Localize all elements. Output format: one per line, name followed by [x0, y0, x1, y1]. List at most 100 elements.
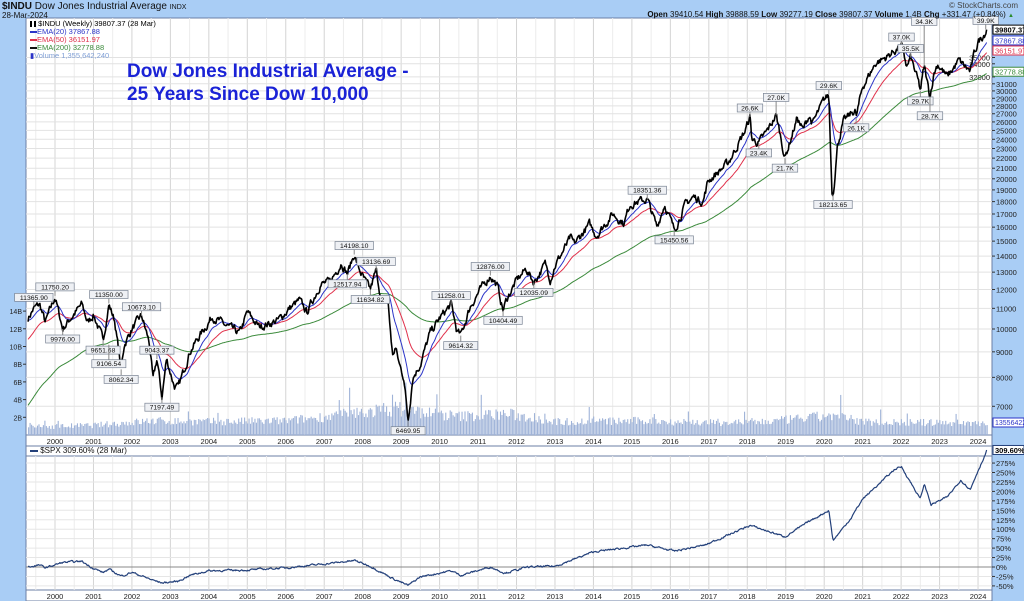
volume-bar: [196, 424, 198, 435]
volume-bar: [603, 419, 605, 435]
spx-y-tick-label: -25%: [996, 572, 1014, 581]
volume-bar: [523, 413, 525, 435]
volume-bar: [801, 418, 803, 435]
volume-bar: [130, 424, 132, 435]
volume-bar: [646, 423, 648, 435]
volume-bar: [699, 425, 701, 435]
volume-bar: [852, 419, 854, 435]
volume-bar: [363, 416, 365, 435]
volume-bar: [273, 417, 275, 435]
volume-bar: [726, 421, 728, 435]
volume-bar: [82, 425, 84, 435]
volume-bar: [584, 423, 586, 435]
volume-bar: [312, 418, 314, 435]
last-value-label: 32778.88: [995, 68, 1024, 77]
volume-bar: [491, 416, 493, 435]
volume-bar: [730, 422, 732, 435]
y-tick-label: 30000: [996, 87, 1017, 96]
volume-bar: [390, 416, 392, 435]
volume-bar: [294, 416, 296, 435]
annotation-label: 12035.09: [520, 290, 549, 297]
y-tick-label: 11000: [996, 304, 1016, 313]
volume-tick-label: 14B: [10, 309, 23, 316]
volume-bar: [940, 424, 942, 435]
volume-bar: [329, 420, 331, 435]
volume-bar: [136, 418, 138, 435]
volume-bar: [32, 425, 34, 435]
volume-bar: [168, 420, 170, 435]
x-tick-label: 2004: [200, 437, 217, 446]
volume-bar: [945, 420, 947, 435]
y-tick-label: 28000: [996, 102, 1017, 111]
volume-bar: [479, 419, 481, 435]
volume-bar: [36, 425, 39, 435]
volume-bar: [486, 414, 488, 435]
volume-bar: [218, 421, 220, 435]
volume-bar: [372, 417, 374, 435]
volume-bar: [51, 425, 53, 435]
volume-bar: [880, 409, 882, 435]
volume-bar: [494, 419, 496, 435]
last-value-marker: [992, 24, 1024, 35]
volume-bar: [921, 425, 923, 435]
annotation-label: 6469.95: [396, 428, 421, 435]
volume-bar: [211, 423, 213, 435]
volume-bar: [383, 403, 385, 435]
volume-bar: [59, 427, 61, 435]
volume-bar: [649, 419, 651, 435]
volume-bar: [195, 419, 197, 435]
volume-bar: [298, 417, 300, 435]
volume-bar: [862, 421, 864, 435]
volume-bar: [630, 418, 632, 435]
annotation-box: [144, 402, 180, 412]
spx-y-tick-label: 150%: [996, 506, 1016, 515]
volume-bar: [446, 420, 448, 435]
volume-bar: [440, 410, 442, 435]
annotation-box: [356, 257, 396, 266]
volume-bar: [409, 411, 411, 435]
volume-bar: [445, 412, 447, 435]
x-tick-label: 2006: [277, 592, 294, 601]
volume-bar: [384, 411, 386, 435]
volume-bar: [692, 419, 694, 435]
volume-bar: [604, 418, 607, 435]
volume-bar: [184, 423, 186, 435]
volume-bar: [533, 413, 536, 435]
volume-bar: [954, 422, 956, 435]
y-tick-label: 35000: [969, 54, 990, 63]
volume-bar: [295, 416, 297, 435]
volume-bar: [609, 417, 611, 435]
volume-bar: [434, 408, 436, 435]
volume-bar: [230, 422, 232, 435]
volume-bar: [365, 413, 367, 435]
volume-bar: [773, 419, 775, 435]
volume-bar: [684, 420, 686, 435]
ema200-line: [27, 73, 987, 406]
volume-bar: [316, 420, 318, 435]
volume-bar: [309, 418, 311, 435]
x-tick-label: 2024: [970, 592, 987, 601]
volume-bar: [454, 416, 456, 435]
volume-bar: [653, 414, 655, 435]
volume-bar: [804, 421, 806, 435]
volume-bar: [72, 427, 74, 435]
volume-bar: [593, 416, 595, 435]
volume-bar: [838, 418, 840, 435]
annotation-label: 9106.54: [97, 361, 122, 368]
x-tick-label: 2011: [470, 592, 486, 601]
volume-bar: [399, 402, 401, 435]
volume-bar: [269, 423, 271, 435]
legend-volume: ▮Volume 1,355,642,240: [30, 51, 109, 60]
volume-bar: [985, 425, 987, 435]
volume-bar: [406, 415, 408, 435]
volume-bar: [813, 412, 815, 435]
volume-bar: [544, 413, 546, 435]
volume-bar: [50, 428, 52, 435]
volume-bar: [622, 419, 624, 435]
copyright[interactable]: © StockCharts.com: [948, 1, 1018, 10]
volume-bar: [661, 419, 663, 435]
volume-bar: [121, 421, 123, 435]
annotation-box: [911, 17, 938, 26]
annotation-label: 9976.00: [50, 337, 75, 344]
volume-bar: [673, 425, 675, 435]
